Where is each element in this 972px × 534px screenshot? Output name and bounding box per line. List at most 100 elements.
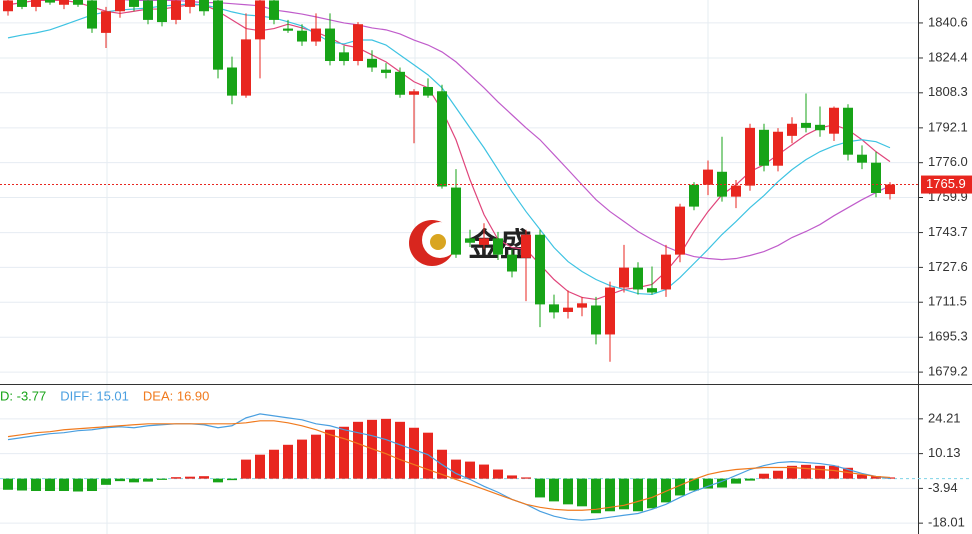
macd-bar — [3, 478, 13, 490]
candle-body — [115, 0, 125, 12]
y-tick-label: 1679.2 — [928, 364, 968, 379]
candle-body — [493, 238, 503, 255]
candle-body — [591, 305, 601, 335]
y-tick-label: -3.94 — [928, 480, 958, 495]
candle-body — [871, 162, 881, 193]
macd-bar — [563, 478, 573, 505]
candle-body — [759, 129, 769, 166]
candle-body — [3, 0, 13, 12]
candle-body — [843, 107, 853, 155]
macd-bar — [577, 478, 587, 507]
macd-bar — [857, 474, 867, 479]
y-tick-label: 10.13 — [928, 445, 961, 460]
macd-bar — [451, 459, 461, 479]
macd-bar — [171, 477, 181, 479]
macd-bar — [549, 478, 559, 502]
candle-body — [171, 0, 181, 20]
candle-body — [829, 107, 839, 134]
candle-body — [423, 86, 433, 96]
macd-bar — [493, 469, 503, 479]
candle-body — [395, 71, 405, 95]
macd-bar — [227, 478, 237, 481]
candle-body — [157, 0, 167, 23]
macd-bar — [605, 478, 615, 512]
macd-bar — [521, 477, 531, 479]
candle-body — [199, 0, 209, 12]
macd-bar — [59, 478, 69, 492]
macd-bar — [17, 478, 27, 491]
y-tick-label: 1743.7 — [928, 224, 968, 239]
macd-bar — [297, 439, 307, 479]
macd-bar — [647, 478, 657, 509]
candle-body — [479, 238, 489, 245]
y-tick-label: -18.01 — [928, 515, 965, 530]
candle-body — [59, 0, 69, 5]
y-tick-label: 1695.3 — [928, 329, 968, 344]
macd-bar — [815, 465, 825, 479]
macd-bar — [633, 478, 643, 512]
y-tick-label: 1776.0 — [928, 154, 968, 169]
macd-bar — [619, 478, 629, 510]
candle-body — [521, 234, 531, 258]
candle-body — [381, 69, 391, 73]
candle-body — [787, 123, 797, 136]
candle-body — [311, 28, 321, 42]
candle-body — [451, 187, 461, 255]
candle-body — [339, 52, 349, 62]
macd-readout: DEA: 16.90 — [143, 388, 210, 403]
candle-body — [647, 288, 657, 293]
macd-bar — [73, 478, 83, 492]
macd-bar — [395, 421, 405, 479]
macd-bar — [185, 476, 195, 479]
candle-body — [367, 58, 377, 68]
macd-bar — [269, 449, 279, 479]
macd-bar — [703, 478, 713, 489]
y-tick-label: 1727.6 — [928, 259, 968, 274]
axis-layer: 1840.61824.41808.31792.11776.01759.91743… — [0, 14, 972, 530]
y-tick-label: 1824.4 — [928, 49, 968, 64]
y-tick-label: 1711.5 — [928, 294, 967, 309]
macd-bar — [745, 478, 755, 481]
candle-body — [633, 267, 643, 290]
macd-bar — [339, 426, 349, 479]
macd-bar — [717, 478, 727, 488]
macd-bar — [157, 478, 167, 480]
macd-bar — [787, 465, 797, 479]
macd-bar — [199, 476, 209, 479]
macd-bar — [465, 461, 475, 479]
candle-body — [437, 91, 447, 187]
candle-body — [549, 304, 559, 313]
candle-body — [87, 0, 97, 29]
macd-bar — [31, 478, 41, 492]
candle-body — [227, 67, 237, 96]
candle-body — [269, 0, 279, 20]
macd-bar — [591, 478, 601, 514]
candle-body — [353, 24, 363, 62]
y-tick-label: 1792.1 — [928, 119, 968, 134]
y-tick-label: 24.21 — [928, 410, 961, 425]
candle-body — [241, 39, 251, 96]
candle-body — [297, 30, 307, 42]
candle-body — [129, 0, 139, 7]
macd-line — [7, 420, 891, 511]
candle-body — [283, 28, 293, 31]
candle-body — [213, 0, 223, 70]
candle-body — [689, 184, 699, 207]
macd-bar — [381, 418, 391, 479]
candle-body — [185, 0, 195, 7]
candle-body — [815, 124, 825, 131]
moving-average-line — [120, 0, 891, 261]
logo-dot — [430, 234, 446, 250]
macd-bar — [213, 478, 223, 483]
macd-bar — [801, 464, 811, 479]
macd-bar — [661, 478, 671, 503]
candle-body — [731, 185, 741, 197]
candle-body — [101, 11, 111, 33]
candle-body — [577, 303, 587, 308]
macd-bar — [255, 454, 265, 479]
macd-readout: D: -3.77 — [0, 388, 46, 403]
macd-bar — [843, 467, 853, 479]
candle-body — [409, 91, 419, 95]
y-tick-label: 1808.3 — [928, 84, 968, 99]
